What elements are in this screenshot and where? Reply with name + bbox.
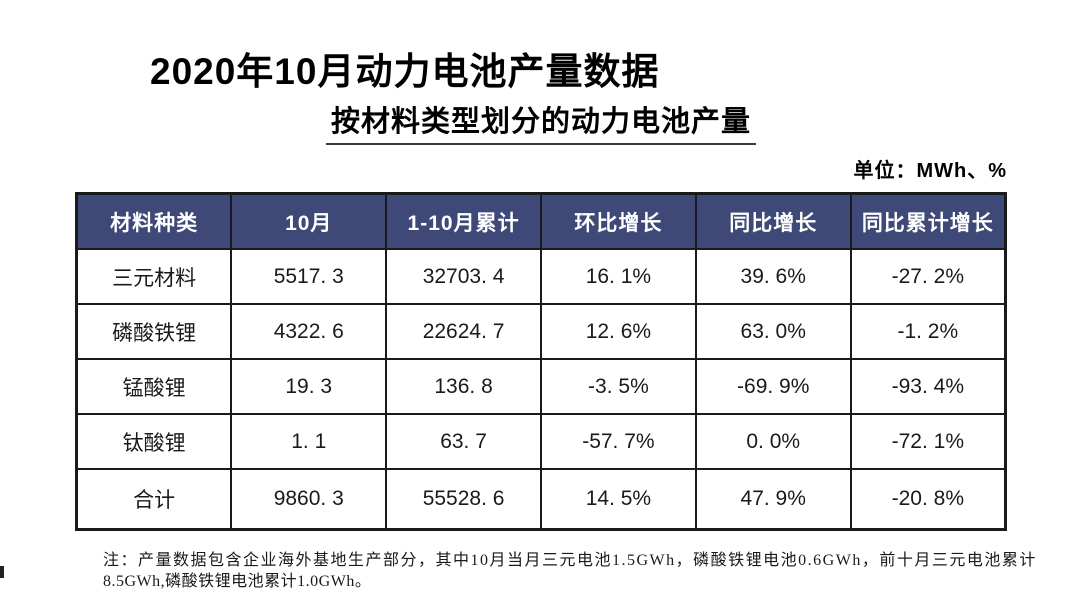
value-cell: -69. 9% — [694, 358, 852, 415]
value-cell: 16. 1% — [539, 248, 697, 305]
value-cell: 63. 0% — [694, 303, 852, 360]
page-title: 2020年10月动力电池产量数据 — [150, 50, 660, 92]
material-cell: 钛酸锂 — [75, 413, 233, 470]
header-yoy-cumulative-growth: 同比累计增长 — [849, 192, 1007, 250]
header-material-type: 材料种类 — [75, 192, 233, 250]
value-cell: -57. 7% — [539, 413, 697, 470]
value-cell: 22624. 7 — [385, 303, 542, 360]
table-body: 三元材料 5517. 3 32703. 4 16. 1% 39. 6% -27.… — [75, 248, 1007, 531]
value-cell: 39. 6% — [694, 248, 852, 305]
table-row: 磷酸铁锂 4322. 6 22624. 7 12. 6% 63. 0% -1. … — [75, 303, 1007, 360]
table-row: 三元材料 5517. 3 32703. 4 16. 1% 39. 6% -27.… — [75, 248, 1007, 305]
table-row: 锰酸锂 19. 3 136. 8 -3. 5% -69. 9% -93. 4% — [75, 358, 1007, 415]
value-cell: -3. 5% — [539, 358, 697, 415]
value-cell: -20. 8% — [849, 468, 1007, 531]
value-cell: 4322. 6 — [230, 303, 388, 360]
value-cell: 14. 5% — [539, 468, 697, 531]
value-cell: -93. 4% — [849, 358, 1007, 415]
value-cell: 136. 8 — [385, 358, 542, 415]
value-cell: 9860. 3 — [230, 468, 388, 531]
header-mom-growth: 环比增长 — [539, 192, 697, 250]
subtitle-container: 按材料类型划分的动力电池产量 — [75, 98, 1007, 145]
footnote-line-1: 注：产量数据包含企业海外基地生产部分，其中10月当月三元电池1.5GWh，磷酸铁… — [103, 552, 1037, 569]
value-cell: -27. 2% — [849, 248, 1007, 305]
header-jan-oct-cumulative: 1-10月累计 — [385, 192, 542, 250]
value-cell: -1. 2% — [849, 303, 1007, 360]
material-cell: 三元材料 — [75, 248, 233, 305]
table-header: 材料种类 10月 1-10月累计 环比增长 同比增长 同比累计增长 — [75, 192, 1007, 250]
value-cell: 5517. 3 — [230, 248, 388, 305]
header-row: 材料种类 10月 1-10月累计 环比增长 同比增长 同比累计增长 — [75, 192, 1007, 250]
value-cell: -72. 1% — [849, 413, 1007, 470]
value-cell: 55528. 6 — [385, 468, 542, 531]
value-cell: 32703. 4 — [385, 248, 542, 305]
material-cell: 锰酸锂 — [75, 358, 233, 415]
material-cell: 磷酸铁锂 — [75, 303, 233, 360]
value-cell: 19. 3 — [230, 358, 388, 415]
table-row: 钛酸锂 1. 1 63. 7 -57. 7% 0. 0% -72. 1% — [75, 413, 1007, 470]
footnote: 注：产量数据包含企业海外基地生产部分，其中10月当月三元电池1.5GWh，磷酸铁… — [103, 550, 1037, 592]
value-cell: 0. 0% — [694, 413, 852, 470]
value-cell: 63. 7 — [385, 413, 542, 470]
header-october: 10月 — [230, 192, 388, 250]
material-cell: 合计 — [75, 468, 233, 531]
battery-production-table: 材料种类 10月 1-10月累计 环比增长 同比增长 同比累计增长 三元材料 5… — [75, 192, 1007, 531]
unit-label: 单位：MWh、% — [853, 160, 1007, 182]
value-cell: 47. 9% — [694, 468, 852, 531]
scan-artifact-mark — [0, 566, 4, 578]
header-yoy-growth: 同比增长 — [694, 192, 852, 250]
table-row-total: 合计 9860. 3 55528. 6 14. 5% 47. 9% -20. 8… — [75, 468, 1007, 531]
footnote-line-2: 8.5GWh,磷酸铁锂电池累计1.0GWh。 — [103, 573, 372, 590]
value-cell: 12. 6% — [539, 303, 697, 360]
table-subtitle: 按材料类型划分的动力电池产量 — [325, 98, 756, 145]
value-cell: 1. 1 — [230, 413, 388, 470]
